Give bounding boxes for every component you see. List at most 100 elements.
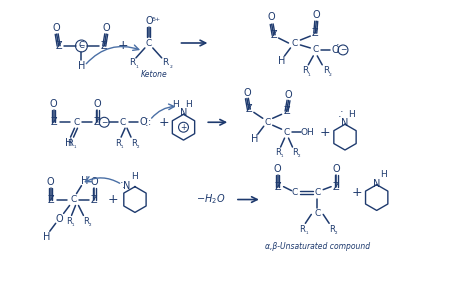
Text: −: − [78, 41, 85, 50]
Text: O: O [102, 23, 110, 33]
Text: ·: · [121, 183, 125, 193]
Text: ·: · [119, 178, 123, 188]
Text: R: R [292, 148, 299, 158]
Text: R: R [163, 58, 169, 67]
Text: O: O [47, 177, 55, 187]
Text: O: O [312, 10, 320, 20]
Text: +: + [320, 126, 330, 139]
Text: O: O [50, 99, 57, 110]
Text: Ketone: Ketone [140, 70, 167, 79]
Text: ₂: ₂ [169, 63, 172, 69]
Text: Z: Z [333, 182, 339, 192]
Text: ₁: ₁ [121, 143, 123, 148]
Text: O: O [93, 99, 101, 110]
Text: +: + [180, 123, 187, 132]
Text: α,β-Unsaturated compound: α,β-Unsaturated compound [264, 242, 370, 250]
Text: +: + [352, 186, 362, 199]
Text: N: N [373, 179, 380, 189]
Text: H: H [348, 110, 356, 119]
Text: O: O [332, 164, 340, 174]
Text: H: H [65, 138, 72, 148]
Text: O: O [145, 16, 153, 26]
Text: Z: Z [55, 41, 62, 51]
Text: Z: Z [270, 30, 277, 40]
Text: C: C [71, 195, 77, 204]
Text: ₂: ₂ [328, 71, 332, 77]
Text: H: H [132, 172, 138, 181]
Text: ·: · [340, 107, 344, 117]
Text: H: H [43, 232, 50, 242]
Text: Z: Z [274, 182, 281, 192]
Text: H: H [81, 176, 88, 186]
Text: −: − [340, 45, 346, 54]
Text: R: R [68, 139, 73, 148]
Text: R: R [323, 66, 329, 75]
Text: −: − [101, 118, 108, 127]
Text: H: H [172, 100, 179, 109]
Text: Z: Z [47, 194, 54, 205]
Text: R: R [65, 217, 72, 226]
Text: R: R [115, 139, 121, 148]
Text: +: + [158, 116, 169, 129]
Text: ·: · [145, 114, 149, 124]
Text: C: C [314, 188, 320, 197]
Text: R: R [83, 217, 89, 226]
Text: Z: Z [50, 117, 57, 127]
Text: N: N [341, 118, 349, 128]
Text: O: O [268, 12, 275, 22]
Text: δ+: δ+ [151, 17, 160, 22]
Text: O: O [53, 23, 61, 33]
Text: ·: · [338, 112, 342, 122]
Text: ·: · [145, 121, 149, 131]
Text: $-H_2O$: $-H_2O$ [196, 193, 225, 206]
Text: +: + [108, 193, 118, 206]
Text: +: + [118, 40, 128, 52]
Text: ₂: ₂ [298, 153, 301, 158]
Text: ₂: ₂ [335, 230, 337, 235]
Text: H: H [380, 170, 387, 179]
Text: R: R [329, 225, 335, 234]
Text: O: O [243, 88, 251, 98]
Text: C: C [146, 38, 152, 47]
Text: R: R [274, 148, 281, 158]
Text: ₁: ₁ [280, 153, 283, 158]
Text: N: N [180, 108, 187, 118]
Text: C: C [283, 128, 290, 137]
Text: R: R [302, 66, 309, 75]
Text: Z: Z [101, 41, 108, 51]
Text: O: O [91, 177, 98, 187]
Text: R: R [300, 225, 305, 234]
Text: C: C [264, 118, 271, 127]
Text: ·: · [336, 48, 340, 58]
Text: ₂: ₂ [89, 222, 91, 227]
Text: ₁: ₁ [71, 222, 74, 227]
Text: OH: OH [301, 128, 314, 137]
Text: R: R [129, 58, 135, 67]
Text: H: H [278, 56, 285, 66]
Text: :: : [148, 117, 151, 127]
Text: H: H [251, 134, 258, 144]
Text: O: O [331, 45, 339, 55]
Text: Z: Z [91, 194, 98, 205]
Text: N: N [123, 181, 131, 191]
Text: C: C [120, 118, 126, 127]
Text: ₂: ₂ [137, 143, 139, 148]
Text: C: C [292, 38, 298, 47]
Text: C: C [314, 209, 320, 218]
Text: H: H [78, 61, 85, 71]
Text: ·: · [336, 40, 340, 50]
Text: Z: Z [246, 104, 252, 114]
Text: ₁: ₁ [73, 143, 76, 148]
Text: Z: Z [94, 117, 100, 127]
Text: C: C [312, 45, 319, 54]
Text: O: O [56, 214, 64, 224]
Text: H: H [185, 100, 192, 109]
Text: R: R [131, 139, 137, 148]
Text: ₁: ₁ [305, 230, 308, 235]
Text: Z: Z [283, 106, 290, 116]
Text: C: C [79, 41, 84, 50]
Text: ₁: ₁ [136, 63, 138, 69]
Text: O: O [285, 89, 292, 100]
Text: ₁: ₁ [308, 71, 310, 77]
Text: Z: Z [312, 28, 319, 38]
